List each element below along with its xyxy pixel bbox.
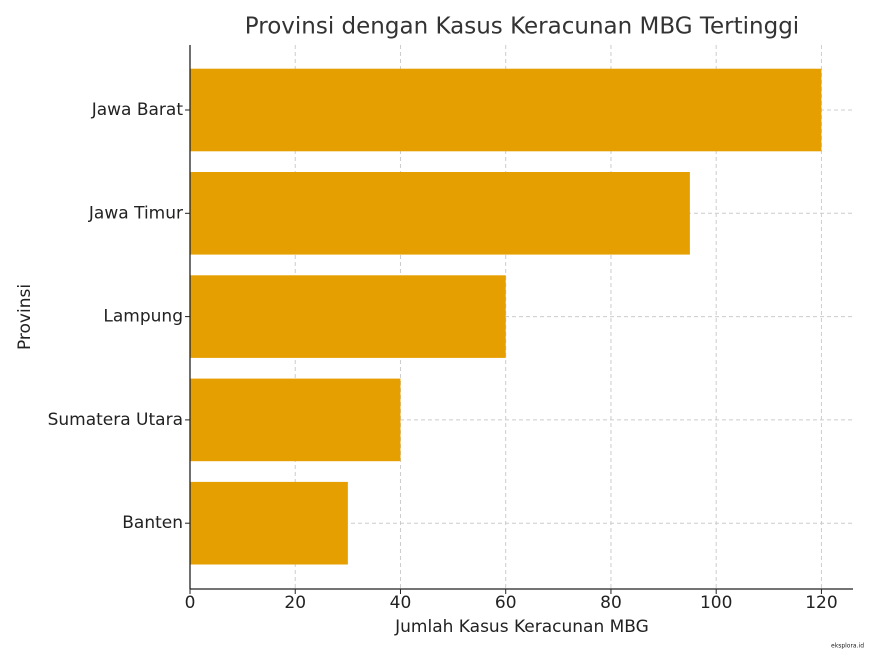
- bar: [190, 481, 348, 565]
- watermark: eksplora.id: [831, 643, 864, 650]
- x-tick-label: 20: [284, 593, 306, 613]
- y-tick-label: Jawa Timur: [88, 203, 183, 223]
- x-tick-label: 40: [390, 593, 412, 613]
- chart-title: Provinsi dengan Kasus Keracunan MBG Tert…: [245, 14, 799, 40]
- y-tick-label: Sumatera Utara: [48, 410, 183, 430]
- bar: [190, 172, 690, 255]
- x-tick-label: 0: [185, 593, 196, 613]
- y-axis-label: Provinsi: [15, 284, 35, 350]
- bar: [190, 275, 506, 358]
- x-axis-label: Jumlah Kasus Keracunan MBG: [394, 617, 649, 637]
- bar: [190, 378, 401, 462]
- y-tick-label: Lampung: [103, 307, 183, 327]
- x-tick-label: 80: [600, 593, 622, 613]
- x-tick-label: 120: [805, 593, 837, 613]
- y-tick-label: Banten: [122, 513, 183, 533]
- bar: [190, 68, 822, 152]
- x-tick-label: 100: [700, 593, 732, 613]
- x-tick-label: 60: [495, 593, 517, 613]
- y-tick-label: Jawa Barat: [91, 100, 184, 120]
- plot-area: Jawa Barat Jawa Timur Lampung Sumatera Utar…: [48, 45, 853, 613]
